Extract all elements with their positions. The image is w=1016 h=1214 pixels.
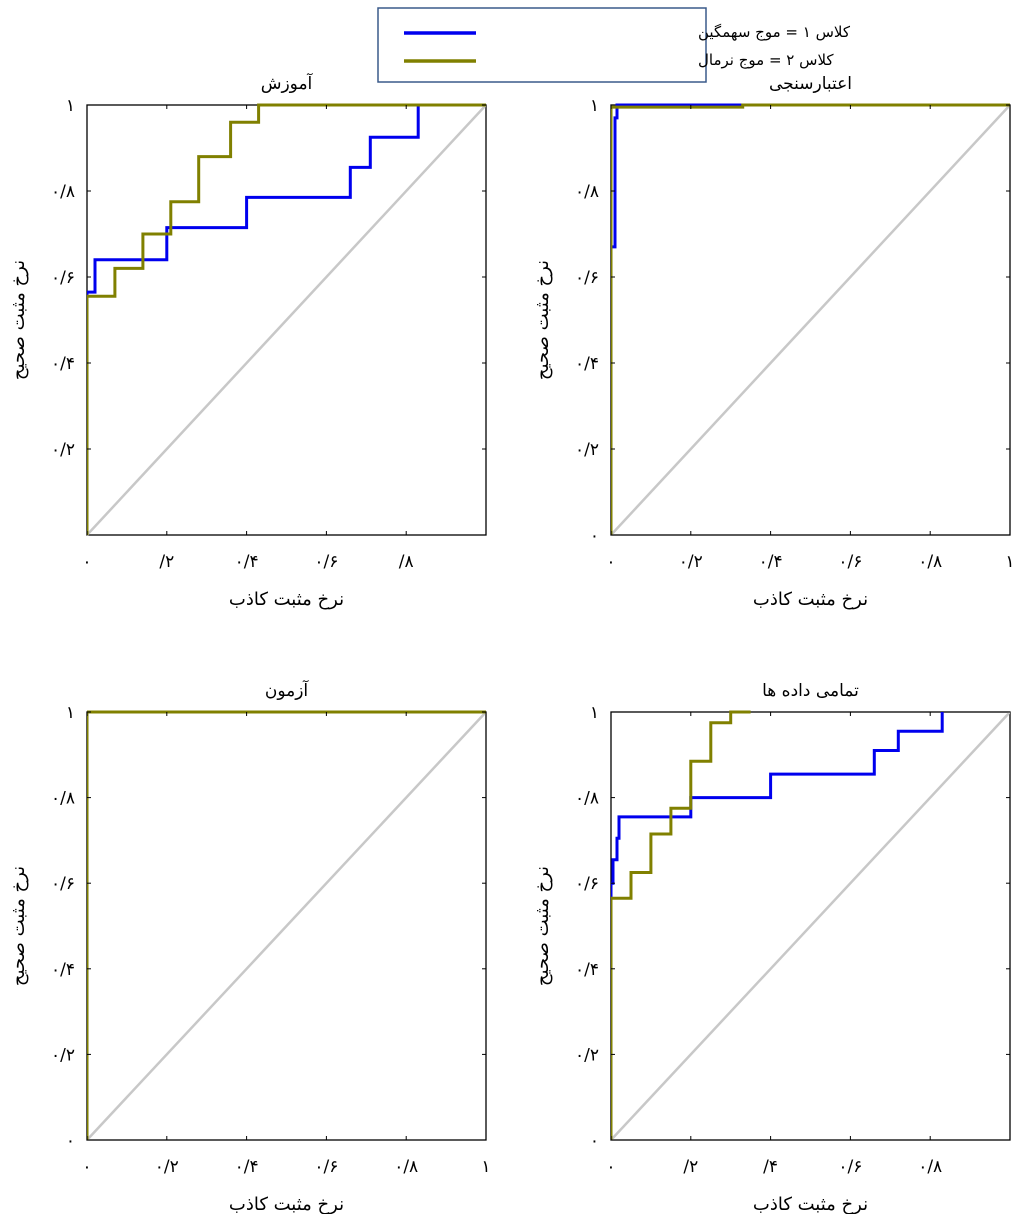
x-tick-label: /۲ xyxy=(683,1157,698,1177)
panel-title: آموزش xyxy=(261,72,314,94)
y-tick-label: ۰/۴ xyxy=(51,354,75,374)
y-tick-label: ۰ xyxy=(590,526,599,546)
roc-curve-series-1 xyxy=(87,103,486,535)
x-tick-label: ۰ xyxy=(82,1157,91,1177)
roc-curve-series-1 xyxy=(611,103,1010,535)
x-tick-label: /۴ xyxy=(763,1157,778,1177)
y-tick-label: ۰ xyxy=(590,1131,599,1151)
x-tick-label: ۰/۴ xyxy=(235,1157,259,1177)
y-tick-label: ۰/۴ xyxy=(575,354,599,374)
reference-diagonal-line xyxy=(87,104,486,536)
x-tick-label: ۰/۲ xyxy=(155,1157,179,1177)
x-tick-label: ۰/۶ xyxy=(838,552,862,572)
x-tick-label: ۱ xyxy=(1005,552,1014,572)
y-tick-label: ۰/۸ xyxy=(51,182,75,202)
roc-panel-1: ۰/۲ ۰/۴ ۰/۶/۸ ۰/۲ ۰/۴ ۰/۶ ۰/۸ ۱ آموزش نرخ مثبت کا… xyxy=(8,72,487,610)
y-tick-label: ۰/۸ xyxy=(51,789,75,809)
y-tick-label: ۱ xyxy=(66,96,75,116)
y-tick-label: ۰/۲ xyxy=(575,1045,599,1065)
x-tick-label: ۰ xyxy=(606,1157,615,1177)
panel-title: تمامی داده ها xyxy=(762,681,859,701)
roc-curve-series-2 xyxy=(87,103,486,535)
x-tick-label: ۰/۴ xyxy=(235,552,259,572)
x-tick-label: ۰/۸ xyxy=(918,1157,942,1177)
x-tick-label: ۰/۸ xyxy=(918,552,942,572)
x-tick-label: /۸ xyxy=(399,552,414,572)
y-tick-label: ۱ xyxy=(590,703,599,723)
y-axis-label: نرخ مثبت صحیح xyxy=(8,866,29,986)
y-axis-label: نرخ مثبت صحیح xyxy=(532,260,553,380)
x-axis-label: نرخ مثبت کاذب xyxy=(229,589,344,610)
panel-title: اعتبارسنجی xyxy=(769,74,852,94)
y-tick-label: ۰/۶ xyxy=(51,268,75,288)
y-axis-label: نرخ مثبت صحیح xyxy=(8,260,29,380)
y-tick-label: ۰/۴ xyxy=(51,960,75,980)
reference-diagonal-line xyxy=(87,711,486,1141)
roc-curve-series-2 xyxy=(611,710,751,1140)
y-tick-label: ۰/۴ xyxy=(575,960,599,980)
y-tick-label: ۰/۸ xyxy=(575,182,599,202)
x-tick-label: ۰/۴ xyxy=(759,552,783,572)
y-axis-label: نرخ مثبت صحیح xyxy=(532,866,553,986)
reference-diagonal-line xyxy=(611,711,1010,1141)
x-tick-label: ۰/۶ xyxy=(314,1157,338,1177)
y-tick-label: ۰ xyxy=(66,1131,75,1151)
x-axis-label: نرخ مثبت کاذب xyxy=(753,589,868,610)
x-tick-label: ۰ xyxy=(606,552,615,572)
y-tick-label: ۰/۶ xyxy=(575,268,599,288)
legend-label-2: کلاس ۲ = موج نرمال xyxy=(698,51,834,70)
y-tick-label: ۰/۲ xyxy=(575,440,599,460)
x-tick-label: ۰/۶ xyxy=(314,552,338,572)
y-tick-label: ۰/۸ xyxy=(575,789,599,809)
legend: کلاس ۱ = موج سهمگین کلاس ۲ = موج نرمال xyxy=(377,7,851,83)
x-tick-label: ۰/۸ xyxy=(394,1157,418,1177)
y-tick-label: ۰/۶ xyxy=(575,874,599,894)
x-axis-label: نرخ مثبت کاذب xyxy=(229,1194,344,1214)
roc-panel-2: ۰ ۰/۲ ۰/۴ ۰/۶ ۰/۸ ۱ ۰ ۰/۲ ۰/۴ ۰/۶ ۰/۸ ۱ اعتبارسنجی نر… xyxy=(532,74,1015,610)
x-tick-label: /۲ xyxy=(159,552,174,572)
reference-diagonal-line xyxy=(611,104,1010,536)
x-tick-label: ۰/۶ xyxy=(838,1157,862,1177)
y-tick-label: ۱ xyxy=(66,703,75,723)
y-tick-label: ۰/۲ xyxy=(51,1045,75,1065)
panel-title: آزمون xyxy=(265,679,310,701)
roc-curve-series-2 xyxy=(611,103,1010,535)
y-tick-label: ۰/۶ xyxy=(51,874,75,894)
x-axis-label: نرخ مثبت کاذب xyxy=(753,1194,868,1214)
x-tick-label: ۱ xyxy=(481,1157,490,1177)
roc-curve-series-2 xyxy=(87,710,486,1140)
y-tick-label: ۰/۲ xyxy=(51,440,75,460)
x-tick-label: ۰ xyxy=(82,552,91,572)
legend-label-1: کلاس ۱ = موج سهمگین xyxy=(698,23,851,42)
x-tick-label: ۰/۲ xyxy=(679,552,703,572)
y-tick-label: ۱ xyxy=(590,96,599,116)
legend-box xyxy=(377,7,707,83)
roc-panel-3: ۰ ۰/۲ ۰/۴ ۰/۶ ۰/۸ ۱ ۰ ۰/۲ ۰/۴ ۰/۶ ۰/۸ ۱ آزمون نرخ مثب… xyxy=(8,679,491,1214)
